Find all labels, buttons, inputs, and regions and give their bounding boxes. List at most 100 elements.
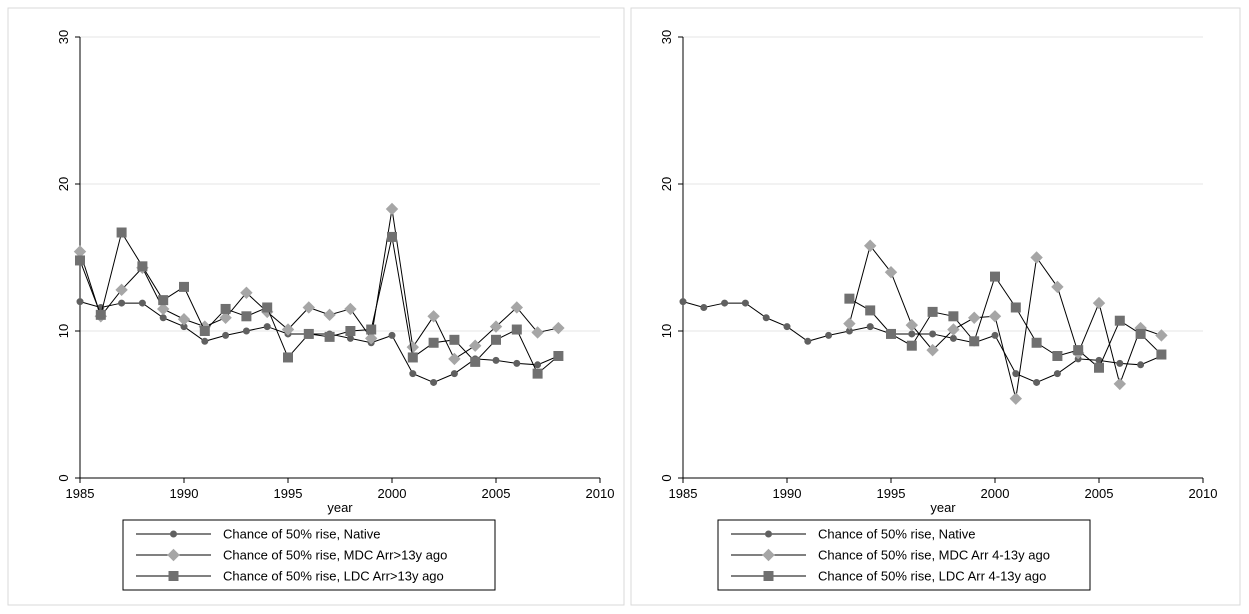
x-tick-label: 1990: [773, 486, 802, 501]
data-point: [552, 321, 565, 335]
data-point: [534, 361, 542, 369]
data-point: [866, 323, 874, 331]
y-tick-label: 20: [56, 177, 71, 191]
data-point: [1030, 251, 1043, 264]
data-point: [679, 298, 687, 306]
x-tick-label: 2000: [378, 486, 407, 501]
legend-marker: [763, 571, 774, 581]
data-point: [741, 299, 749, 307]
data-point: [427, 310, 440, 323]
legend-label: Chance of 50% rise, LDC Arr>13y ago: [223, 569, 444, 584]
x-tick-label: 2010: [586, 486, 615, 501]
data-point: [905, 318, 919, 332]
data-point: [407, 352, 418, 363]
data-point: [323, 308, 336, 322]
legend-marker: [762, 548, 775, 562]
data-point: [489, 320, 503, 333]
data-point: [884, 265, 898, 279]
data-point: [450, 370, 458, 378]
chart-panel-1: 0 10 20 30 1985 1990 1995 2000 2005 2010 year Chanc…: [7, 7, 625, 606]
data-point: [1135, 328, 1146, 339]
data-point: [428, 337, 439, 348]
x-tick-label: 1990: [170, 486, 199, 501]
data-point: [138, 299, 146, 307]
data-point: [863, 239, 877, 252]
data-point: [388, 331, 396, 339]
chart-panel-2: 0 10 20 30 1985 1990 1995 2000 2005 2010 year Chanc…: [630, 7, 1241, 606]
data-point: [1033, 378, 1041, 386]
data-point: [553, 350, 564, 361]
y-tick-label: 30: [56, 30, 71, 44]
data-point: [75, 255, 85, 266]
data-point: [511, 324, 522, 335]
data-point: [1009, 392, 1023, 405]
data-point: [324, 331, 335, 342]
data-point: [825, 331, 833, 339]
data-point: [303, 328, 314, 339]
data-point: [95, 309, 106, 320]
data-point: [947, 323, 960, 336]
series-diamond: [843, 239, 1168, 405]
y-tick-label: 10: [56, 324, 71, 338]
legend-label: Chance of 50% rise, MDC Arr>13y ago: [223, 548, 447, 563]
data-point: [804, 337, 812, 345]
data-point: [242, 327, 250, 335]
data-point: [346, 334, 354, 342]
data-point: [929, 330, 937, 338]
data-point: [302, 301, 316, 314]
data-point: [179, 281, 189, 292]
data-point: [949, 334, 957, 342]
data-point: [844, 293, 855, 304]
data-point: [115, 283, 128, 297]
data-point: [886, 328, 896, 339]
data-point: [1031, 337, 1042, 348]
data-point: [366, 324, 377, 335]
data-point: [385, 202, 399, 216]
data-point: [201, 337, 209, 345]
data-point: [409, 370, 417, 378]
data-point: [281, 323, 295, 336]
legend-marker: [170, 530, 177, 538]
data-point: [1073, 345, 1084, 356]
data-point: [988, 310, 1002, 323]
legend-label: Chance of 50% rise, MDC Arr 4-13y ago: [818, 548, 1050, 563]
data-point: [927, 306, 938, 317]
panel-frame: [630, 7, 1241, 606]
data-point: [199, 326, 210, 336]
data-point: [241, 311, 252, 322]
data-point: [1092, 296, 1106, 310]
y-tick-label: 0: [659, 474, 674, 481]
data-point: [1094, 362, 1104, 373]
data-point: [118, 299, 126, 307]
data-point: [990, 271, 1000, 282]
data-point: [156, 302, 170, 316]
y-tick-label: 0: [56, 474, 71, 481]
data-point: [430, 378, 438, 386]
series-square: [844, 271, 1167, 373]
data-point: [492, 356, 500, 364]
data-point: [137, 261, 148, 272]
data-point: [721, 299, 729, 307]
data-point: [364, 332, 378, 345]
data-point: [513, 359, 521, 367]
data-point: [448, 352, 461, 366]
x-tick-label: 1995: [877, 486, 906, 501]
x-tick-label: 2010: [1189, 486, 1218, 501]
data-point: [762, 314, 770, 322]
data-point: [470, 356, 481, 367]
legend-marker: [765, 530, 772, 538]
data-point: [531, 326, 544, 339]
data-point: [1051, 280, 1064, 294]
data-point: [345, 326, 356, 336]
series-square: [75, 227, 564, 379]
x-tick-label: 1995: [274, 486, 303, 501]
data-point: [783, 323, 791, 331]
legend: Chance of 50% rise, Native Chance of 50% …: [717, 519, 1091, 591]
data-point: [76, 298, 84, 306]
data-point: [969, 336, 980, 347]
data-point: [283, 352, 293, 363]
data-point: [991, 331, 999, 339]
data-point: [1156, 349, 1167, 360]
data-point: [219, 311, 232, 324]
